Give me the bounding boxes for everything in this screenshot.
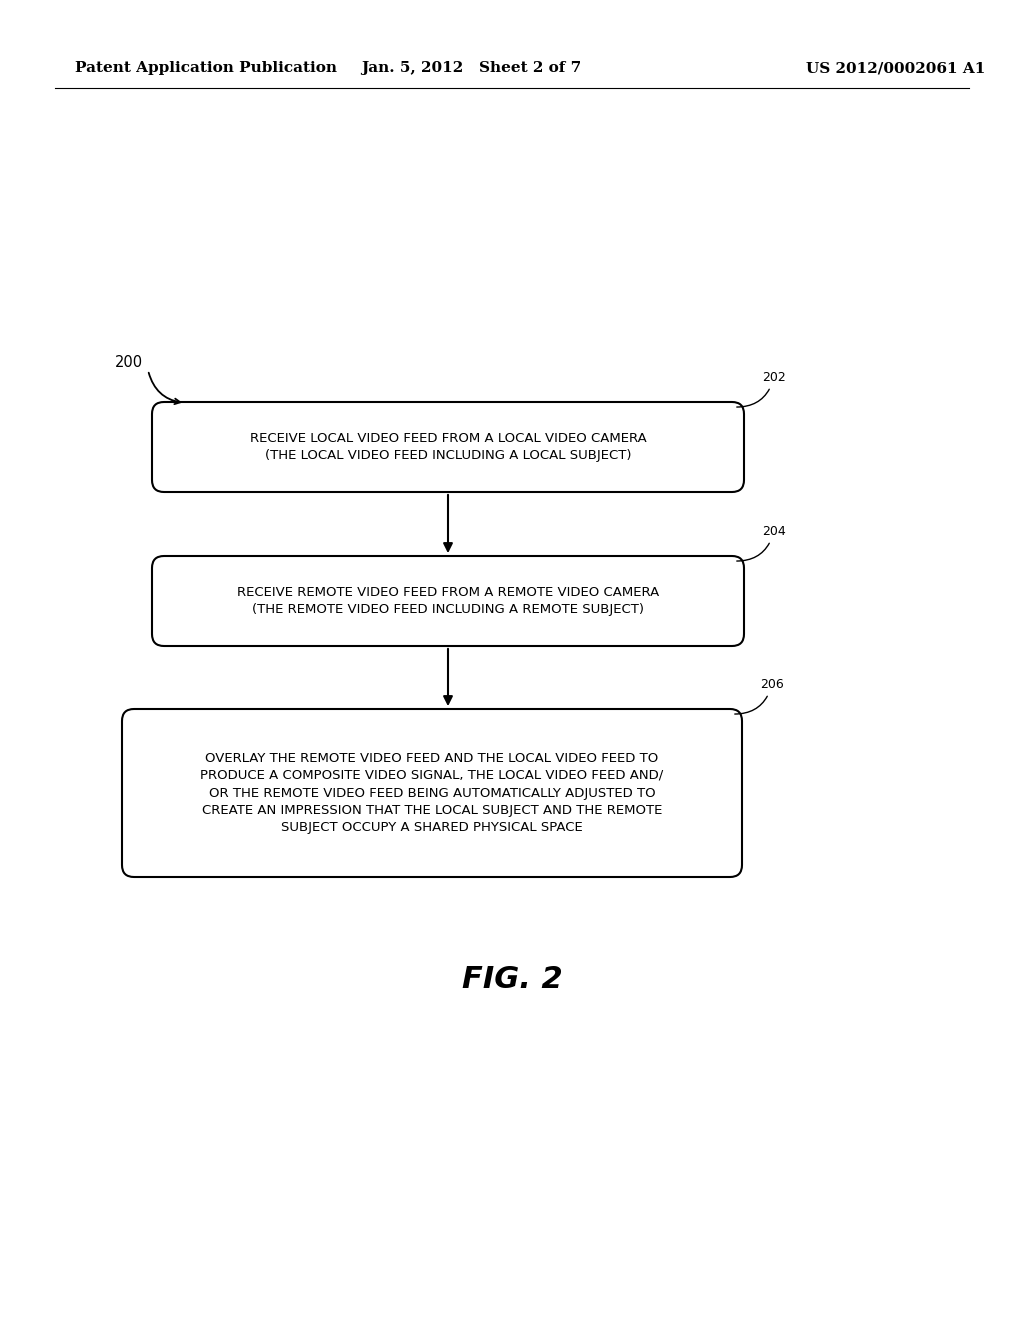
FancyBboxPatch shape [152,403,744,492]
Text: 200: 200 [115,355,143,370]
FancyBboxPatch shape [152,556,744,645]
Text: 204: 204 [737,525,785,561]
Text: Jan. 5, 2012   Sheet 2 of 7: Jan. 5, 2012 Sheet 2 of 7 [360,61,582,75]
FancyBboxPatch shape [122,709,742,876]
Text: 202: 202 [737,371,785,407]
Text: FIG. 2: FIG. 2 [462,965,562,994]
Text: OVERLAY THE REMOTE VIDEO FEED AND THE LOCAL VIDEO FEED TO
PRODUCE A COMPOSITE VI: OVERLAY THE REMOTE VIDEO FEED AND THE LO… [201,751,664,834]
Text: 206: 206 [735,678,783,714]
Text: Patent Application Publication: Patent Application Publication [75,61,337,75]
Text: RECEIVE REMOTE VIDEO FEED FROM A REMOTE VIDEO CAMERA
(THE REMOTE VIDEO FEED INCL: RECEIVE REMOTE VIDEO FEED FROM A REMOTE … [237,586,659,616]
Text: US 2012/0002061 A1: US 2012/0002061 A1 [806,61,986,75]
Text: RECEIVE LOCAL VIDEO FEED FROM A LOCAL VIDEO CAMERA
(THE LOCAL VIDEO FEED INCLUDI: RECEIVE LOCAL VIDEO FEED FROM A LOCAL VI… [250,432,646,462]
